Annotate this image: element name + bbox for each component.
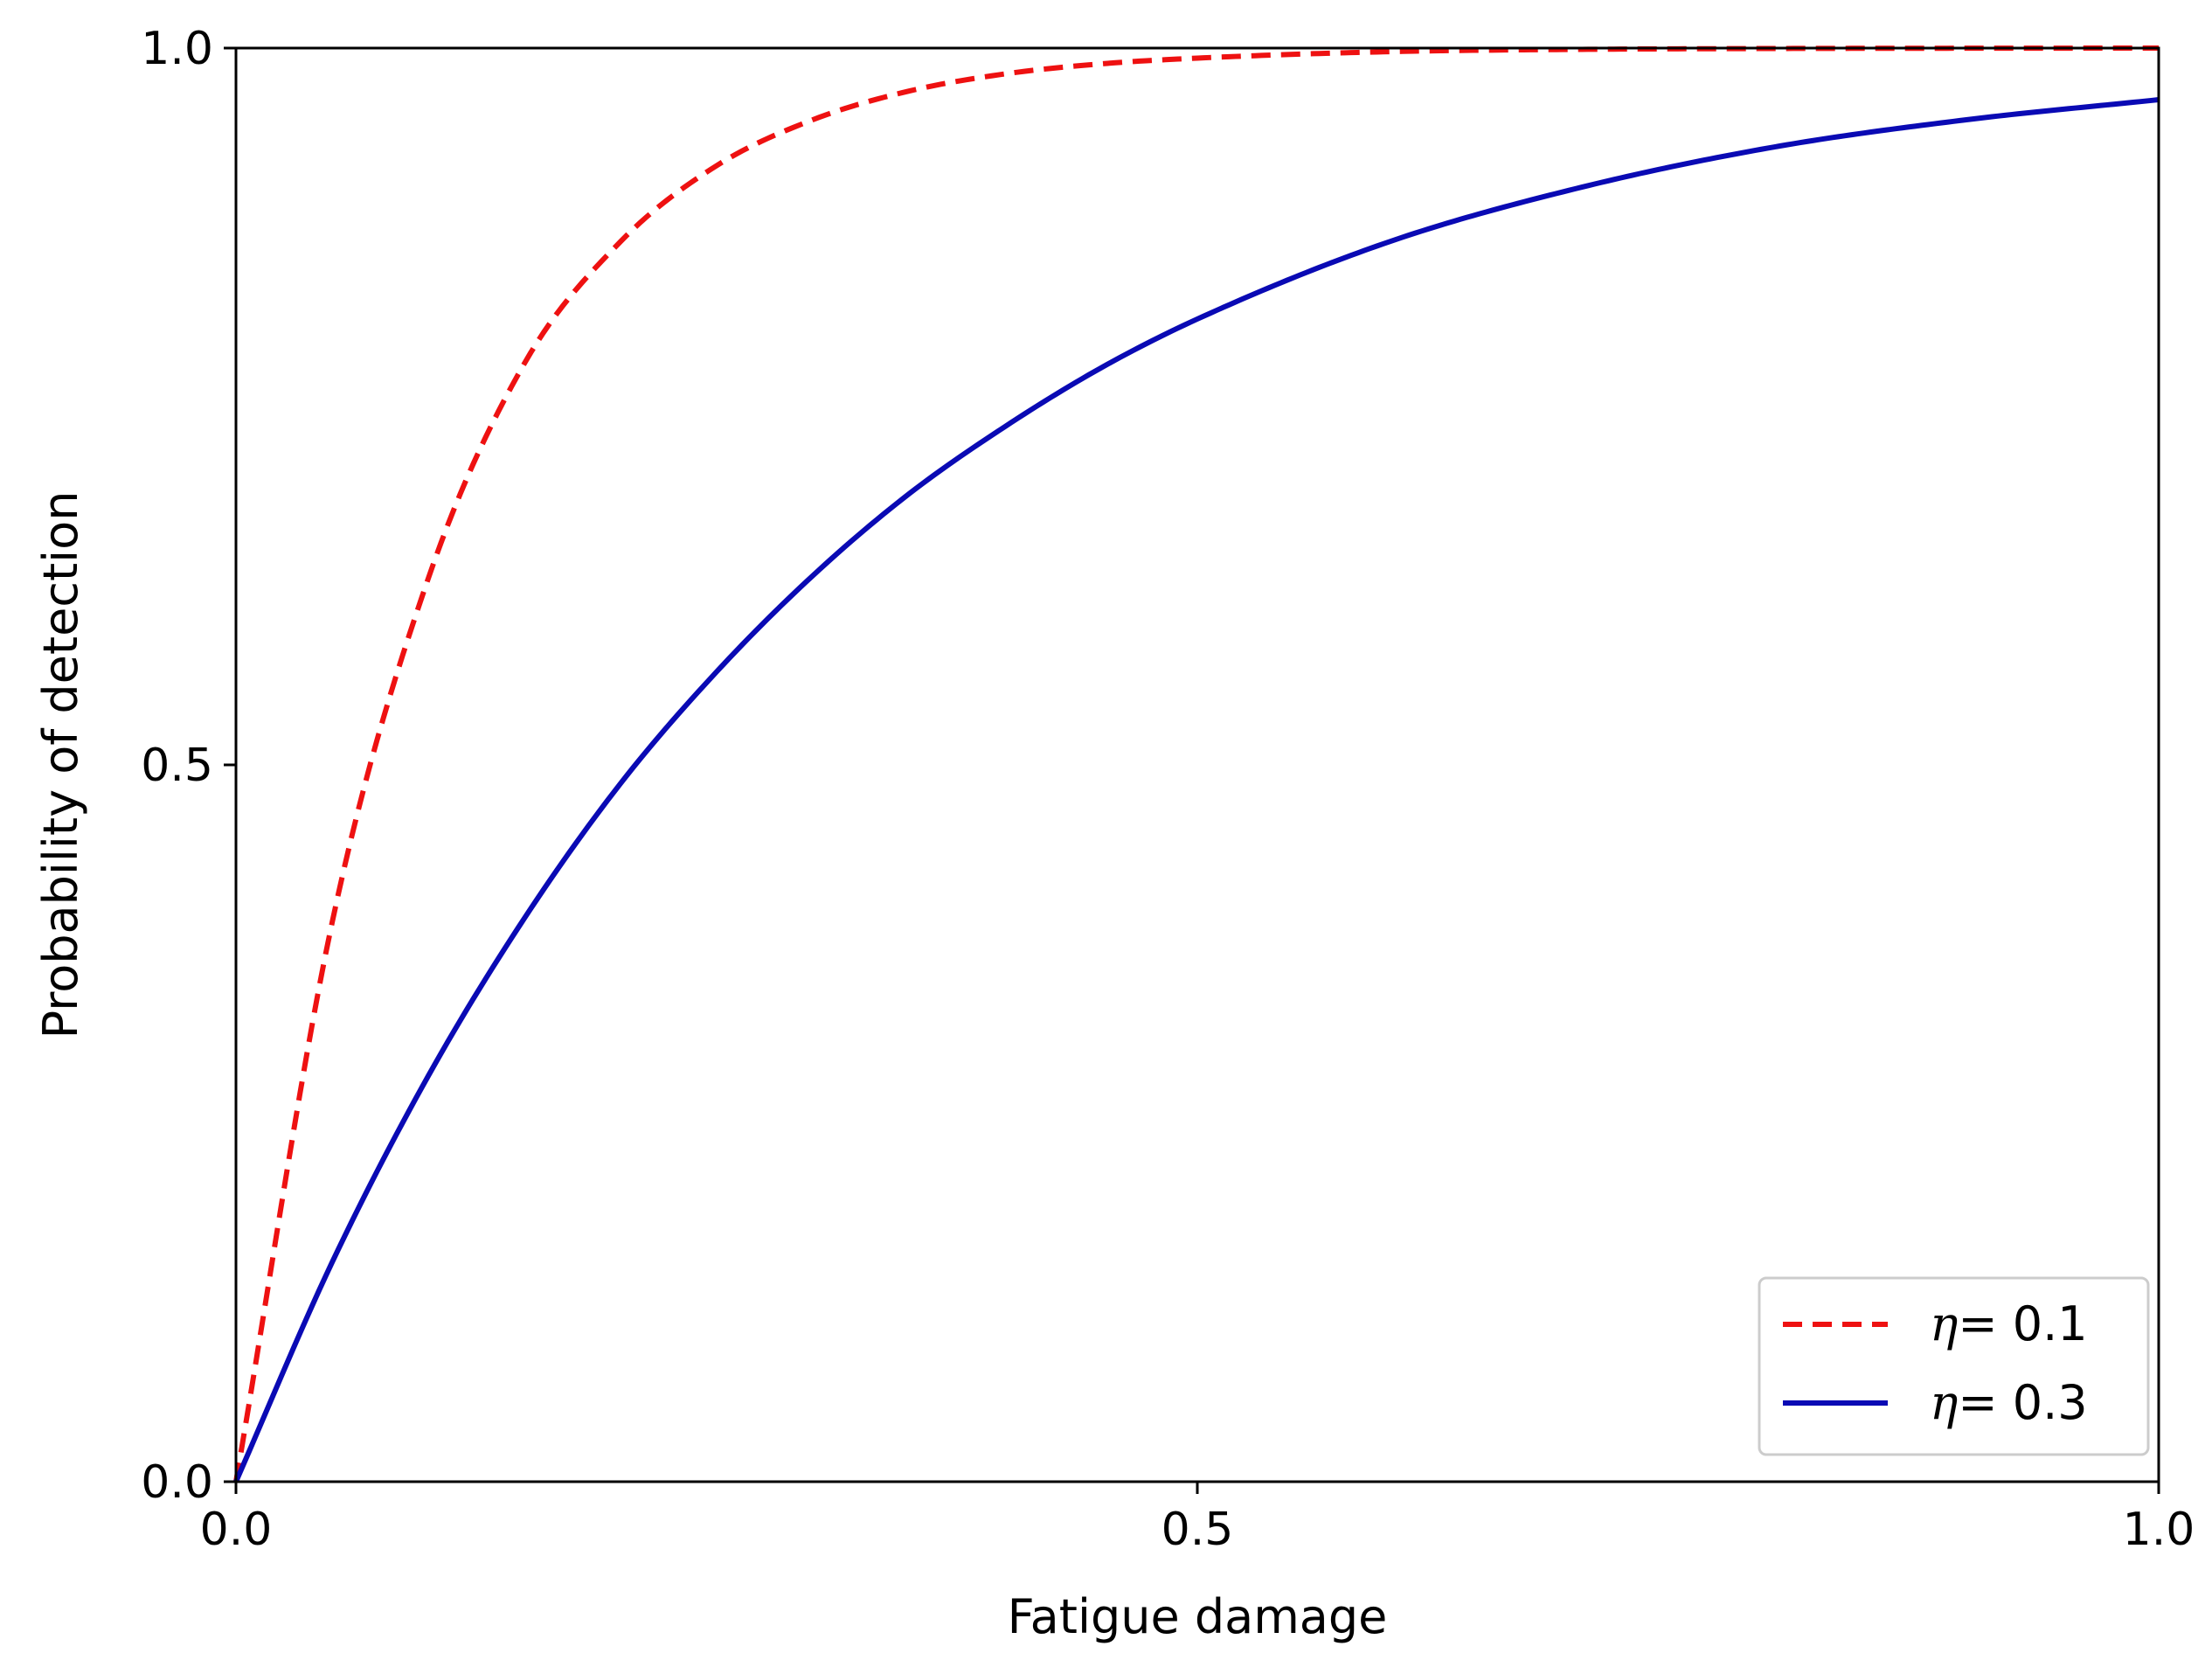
legend-symbol-eta: η [1930,1375,1958,1430]
series-line-dashed-red [233,45,2160,1483]
y-axis-title: Probability of detection [33,491,88,1039]
legend: η= 0.1 η= 0.3 [1758,1276,2150,1456]
legend-value: = 0.3 [1958,1375,2087,1430]
x-tick-label-1-0: 1.0 [2123,1504,2195,1556]
series-line-solid-blue [233,97,2160,1483]
y-tick-label-0-0: 0.0 [141,1456,213,1509]
legend-symbol-eta: η [1930,1296,1958,1351]
x-tick-label-0-0: 0.0 [200,1504,273,1556]
plot-background [236,48,2159,1482]
ticks-layer: 0.0 0.5 1.0 0.0 0.5 1.0 [141,23,2195,1556]
legend-label-eta-0-1: η= 0.1 [1930,1296,2088,1351]
series-layer [233,45,2160,1483]
x-axis-title: Fatigue damage [1008,1589,1388,1644]
y-tick-label-1-0: 1.0 [141,23,213,75]
plot-area [236,48,2159,1482]
x-tick-label-0-5: 0.5 [1161,1504,1234,1556]
y-tick-label-0-5: 0.5 [141,740,213,792]
legend-label-eta-0-3: η= 0.3 [1930,1375,2088,1430]
legend-value: = 0.1 [1958,1296,2087,1351]
